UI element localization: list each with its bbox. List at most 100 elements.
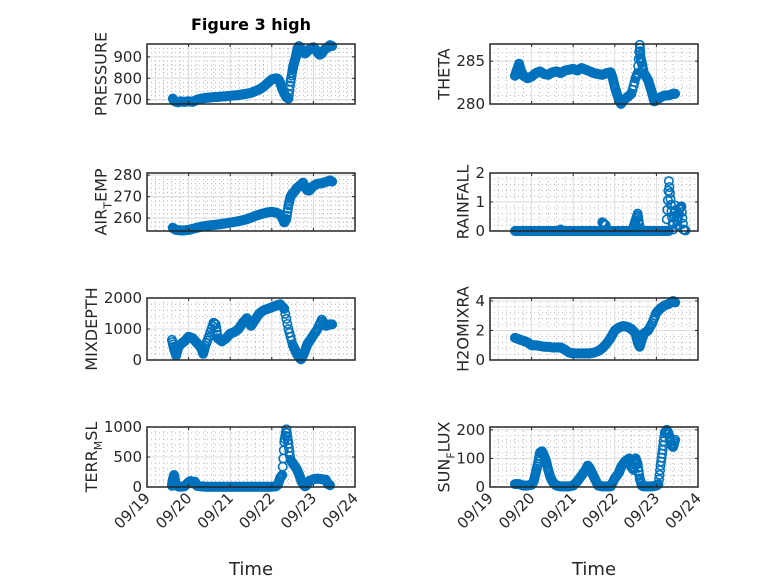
axes-box <box>146 172 356 232</box>
y-tick-label: 0 <box>132 351 142 369</box>
y-tick-label: 100 <box>456 449 485 467</box>
y-axis-label-rest: LUX <box>435 421 454 452</box>
data-point <box>633 462 644 473</box>
data-point <box>664 182 675 193</box>
data-point <box>326 40 337 51</box>
y-axis-label: RAINFALL <box>454 165 473 240</box>
data-point <box>324 479 335 490</box>
x-tick-label: 09/20 <box>495 489 538 532</box>
y-tick-label: 1000 <box>104 418 142 436</box>
data-point <box>281 210 292 221</box>
scatter-series <box>509 295 681 359</box>
y-tick-label: 280 <box>113 166 142 184</box>
y-axis-label: PRESSURE <box>92 32 111 116</box>
axes-box <box>489 297 699 361</box>
data-point <box>635 49 646 60</box>
x-tick-label: 09/24 <box>662 489 705 532</box>
axes-box <box>146 43 356 105</box>
y-tick-label: 2000 <box>104 289 142 307</box>
data-point <box>326 319 337 330</box>
y-tick-label: 280 <box>456 95 485 113</box>
data-point <box>634 39 645 50</box>
x-tick-label: 09/21 <box>537 489 580 532</box>
y-axis-label: THETA <box>435 48 454 100</box>
y-axis-label-main: SUN <box>435 459 454 493</box>
y-tick-label: 1 <box>475 193 485 211</box>
y-axis-label: H2OMIXRA <box>454 286 473 372</box>
data-point <box>284 80 295 91</box>
y-tick-label: 0 <box>132 478 142 496</box>
data-point <box>677 212 688 223</box>
y-tick-label: 2 <box>475 164 485 182</box>
y-tick-label: 700 <box>113 91 142 109</box>
data-point <box>633 212 644 223</box>
scatter-series <box>167 175 338 236</box>
y-axis-label: TERRMSL <box>82 422 105 494</box>
data-point <box>656 452 667 463</box>
data-point <box>281 313 292 324</box>
data-point <box>282 318 293 329</box>
subplot-sun-flux: 010020009/1909/2009/2109/2209/2309/24Tim… <box>435 421 705 580</box>
y-tick-label: 4 <box>475 292 485 310</box>
y-tick-label: 2 <box>475 321 485 339</box>
y-tick-label: 270 <box>113 188 142 206</box>
y-tick-label: 0 <box>475 478 485 496</box>
data-point <box>599 219 610 230</box>
data-point <box>211 322 222 333</box>
data-point <box>634 469 645 480</box>
data-point <box>636 56 647 67</box>
y-axis-label: AIRTEMP <box>92 168 115 235</box>
y-tick-label: 500 <box>113 448 142 466</box>
x-axis-label: Time <box>571 559 616 580</box>
data-point <box>677 218 688 229</box>
y-tick-label: 1000 <box>104 320 142 338</box>
y-tick-label: 260 <box>113 209 142 227</box>
x-tick-label: 09/20 <box>152 489 195 532</box>
y-axis-label-main: AIR <box>92 209 111 236</box>
axes-box <box>489 426 699 488</box>
subplot-terr-msl: 0500100009/1909/2009/2109/2209/2309/24Ti… <box>82 418 362 580</box>
data-point <box>310 327 321 338</box>
x-tick-label: 09/22 <box>578 489 621 532</box>
data-point <box>285 331 296 342</box>
y-tick-label: 900 <box>113 48 142 66</box>
data-point <box>278 445 289 456</box>
y-tick-label: 0 <box>475 351 485 369</box>
data-point <box>326 176 337 187</box>
data-point <box>663 176 674 187</box>
data-point <box>636 224 647 235</box>
y-tick-label: 285 <box>456 52 485 70</box>
y-axis-label: SUNFLUX <box>435 421 458 492</box>
chart-title: Figure 3 high <box>191 15 311 34</box>
data-point <box>625 89 636 100</box>
data-point <box>654 469 665 480</box>
data-point <box>675 202 686 213</box>
x-tick-label: 09/22 <box>235 489 278 532</box>
x-axis-label: Time <box>228 559 273 580</box>
data-point <box>282 431 293 442</box>
y-tick-label: 0 <box>475 222 485 240</box>
y-axis-label-subscript: M <box>92 441 105 451</box>
data-point <box>281 427 292 438</box>
scatter-series <box>166 299 338 365</box>
y-axis-label-rest: SL <box>82 422 101 441</box>
data-point <box>669 436 680 447</box>
y-axis-label: MIXDEPTH <box>82 287 101 370</box>
data-point <box>278 302 289 313</box>
y-axis-label-main: TERR <box>82 450 101 493</box>
scatter-series <box>509 424 681 492</box>
data-point <box>669 88 680 99</box>
axes-box <box>489 43 699 105</box>
data-point <box>665 193 676 204</box>
scatter-series <box>167 40 338 108</box>
data-point <box>280 308 291 319</box>
data-point <box>676 207 687 218</box>
x-tick-label: 09/23 <box>277 489 320 532</box>
data-point <box>664 188 675 199</box>
x-tick-label: 09/24 <box>319 489 362 532</box>
